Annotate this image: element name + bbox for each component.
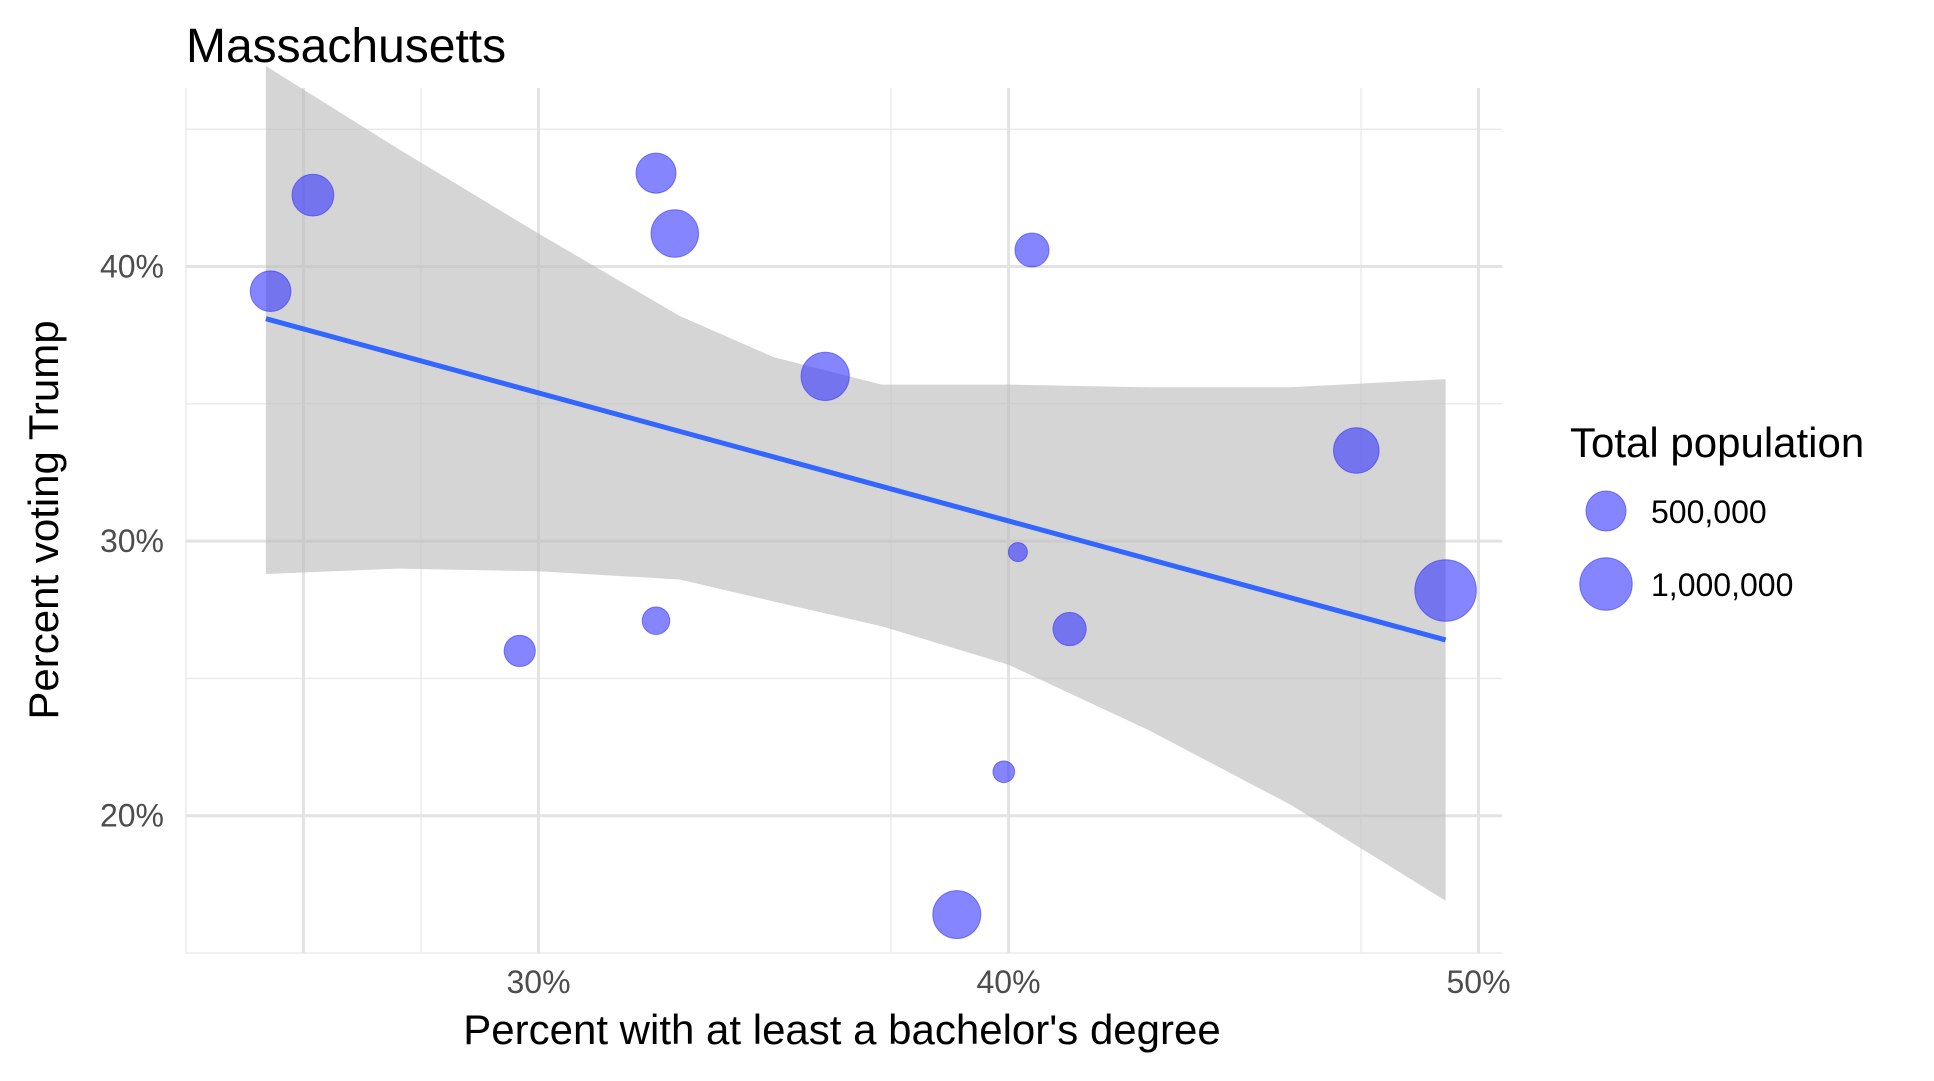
data-point: [249, 270, 292, 313]
confidence-band: [265, 66, 1446, 901]
data-point: [1414, 559, 1477, 622]
data-point: [1052, 611, 1087, 647]
y-tick-label: 20%: [100, 798, 164, 834]
legend-label-1: 1,000,000: [1651, 567, 1793, 603]
legend-label-0: 500,000: [1651, 494, 1767, 530]
x-axis-title: Percent with at least a bachelor's degre…: [463, 1006, 1220, 1053]
data-point: [641, 606, 671, 635]
legend-title: Total population: [1570, 419, 1864, 466]
data-points: [249, 152, 1477, 940]
chart-title: Massachusetts: [186, 20, 506, 73]
y-axis-title: Percent voting Trump: [20, 320, 67, 719]
legend-key-1: [1579, 557, 1633, 611]
y-tick-labels: 20% 30% 40%: [100, 248, 164, 833]
legend-key-0: [1585, 490, 1627, 532]
data-point: [1333, 427, 1380, 474]
x-tick-label: 40%: [976, 964, 1040, 1000]
data-point: [992, 760, 1016, 784]
data-point: [291, 173, 335, 217]
data-point: [650, 209, 700, 258]
x-tick-labels: 30% 40% 50%: [506, 964, 1510, 1000]
data-point: [932, 890, 982, 940]
trend-line: [265, 316, 1447, 643]
data-point: [1007, 542, 1028, 563]
legend: Total population 500,000 1,000,000: [1570, 419, 1864, 611]
y-tick-label: 30%: [100, 523, 164, 559]
x-tick-label: 50%: [1446, 964, 1510, 1000]
data-point: [635, 152, 677, 194]
x-tick-label: 30%: [506, 964, 570, 1000]
data-point: [800, 351, 850, 401]
data-point: [503, 634, 536, 668]
data-point: [1014, 232, 1050, 268]
y-tick-label: 40%: [100, 248, 164, 284]
